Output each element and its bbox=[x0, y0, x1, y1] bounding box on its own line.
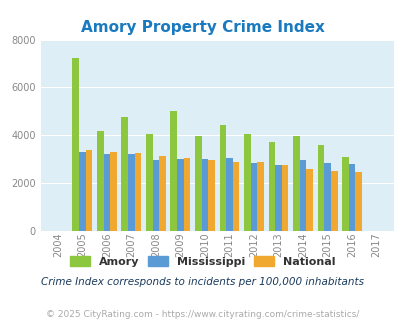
Bar bbox=[201, 159, 208, 231]
Bar bbox=[103, 154, 110, 231]
Bar bbox=[194, 137, 201, 231]
Bar bbox=[177, 159, 183, 231]
Bar bbox=[72, 57, 79, 231]
Bar bbox=[257, 162, 263, 231]
Legend: Amory, Mississippi, National: Amory, Mississippi, National bbox=[66, 251, 339, 271]
Bar bbox=[159, 156, 165, 231]
Bar bbox=[324, 163, 330, 231]
Bar bbox=[250, 163, 257, 231]
Bar bbox=[208, 160, 214, 231]
Bar bbox=[268, 143, 275, 231]
Bar bbox=[219, 124, 226, 231]
Bar bbox=[226, 158, 232, 231]
Bar bbox=[306, 169, 312, 231]
Bar bbox=[232, 162, 239, 231]
Bar bbox=[317, 145, 324, 231]
Bar bbox=[330, 171, 337, 231]
Text: © 2025 CityRating.com - https://www.cityrating.com/crime-statistics/: © 2025 CityRating.com - https://www.city… bbox=[46, 310, 359, 319]
Bar bbox=[183, 158, 190, 231]
Bar bbox=[341, 157, 348, 231]
Bar bbox=[121, 117, 128, 231]
Bar bbox=[128, 154, 134, 231]
Bar bbox=[97, 130, 103, 231]
Bar bbox=[275, 165, 281, 231]
Bar bbox=[348, 164, 354, 231]
Bar bbox=[170, 112, 177, 231]
Bar bbox=[292, 137, 299, 231]
Text: Amory Property Crime Index: Amory Property Crime Index bbox=[81, 20, 324, 35]
Bar bbox=[145, 134, 152, 231]
Bar bbox=[85, 150, 92, 231]
Bar bbox=[152, 160, 159, 231]
Bar bbox=[281, 165, 288, 231]
Bar bbox=[110, 152, 117, 231]
Bar bbox=[299, 160, 306, 231]
Bar bbox=[134, 153, 141, 231]
Bar bbox=[79, 152, 85, 231]
Text: Crime Index corresponds to incidents per 100,000 inhabitants: Crime Index corresponds to incidents per… bbox=[41, 278, 364, 287]
Bar bbox=[243, 134, 250, 231]
Bar bbox=[354, 172, 361, 231]
